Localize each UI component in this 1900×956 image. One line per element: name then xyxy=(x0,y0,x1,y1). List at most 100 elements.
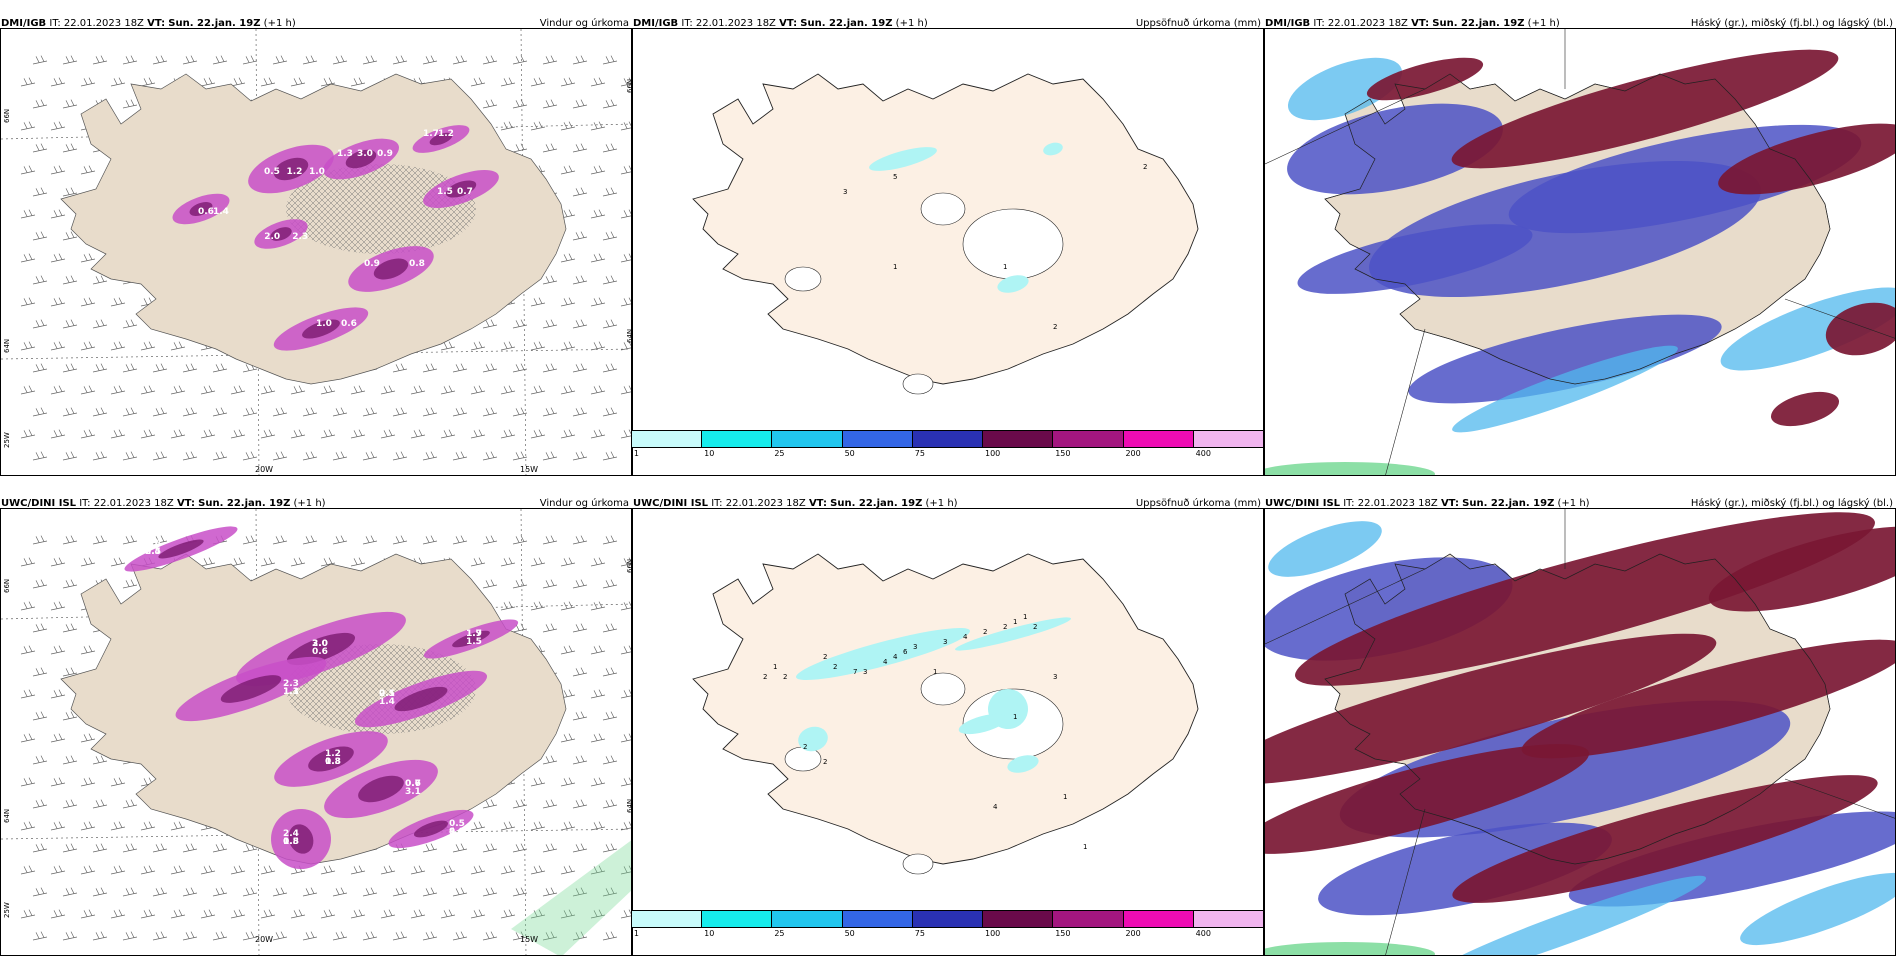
wind-barb xyxy=(500,865,516,875)
colorbar-tick-label: 10 xyxy=(704,449,715,458)
wind-barb xyxy=(560,733,576,743)
colorbar-tick-label: 150 xyxy=(1055,929,1071,938)
wind-barb xyxy=(50,429,66,439)
wind-barb xyxy=(50,297,66,307)
wind-barb xyxy=(290,429,306,439)
lat-label-66n: 66N xyxy=(626,558,634,573)
wind-barb xyxy=(260,429,276,439)
colorbar-segment xyxy=(1053,431,1124,447)
wind-barb xyxy=(440,429,456,439)
precip-value-label: 0.6 xyxy=(312,647,328,657)
wind-barb xyxy=(62,535,78,545)
precip-amount-label: 2 xyxy=(783,673,787,681)
wind-barb xyxy=(32,275,48,285)
wind-barb xyxy=(602,451,618,461)
vt-value: Sun. 22.jan. 19Z xyxy=(168,18,261,29)
precip-value-label: 1.7 xyxy=(423,129,439,139)
vt-value: Sun. 22.jan. 19Z xyxy=(198,498,291,509)
wind-barb xyxy=(620,77,631,87)
wind-barb xyxy=(362,887,378,897)
wind-barb xyxy=(602,275,618,285)
wind-barb xyxy=(110,557,126,567)
wind-barb xyxy=(32,887,48,897)
wind-barb xyxy=(530,121,546,131)
high-cloud xyxy=(1366,57,1484,101)
iceland-land xyxy=(692,553,1199,865)
wind-barb xyxy=(620,601,631,611)
wind-barb xyxy=(62,143,78,153)
precip-core xyxy=(445,180,477,198)
wind-barb xyxy=(242,931,258,941)
wind-barb xyxy=(260,385,276,395)
wind-barb xyxy=(32,363,48,373)
wind-barb xyxy=(482,931,498,941)
wind-barb xyxy=(62,231,78,241)
wind-barb xyxy=(620,341,631,351)
wind-barb xyxy=(80,253,96,263)
wind-barb xyxy=(482,55,498,65)
wind-barb xyxy=(542,579,558,589)
vt-value: Sun. 22.jan. 19Z xyxy=(1462,498,1555,509)
wind-barb xyxy=(50,777,66,787)
wind-barb xyxy=(572,143,588,153)
lead-time: (+1 h) xyxy=(925,498,958,509)
cloud-map xyxy=(1265,509,1895,955)
wind-barb xyxy=(602,319,618,329)
lead-time: (+1 h) xyxy=(1557,498,1590,509)
wind-barb xyxy=(602,711,618,721)
precip-amount-label: 2 xyxy=(823,758,827,766)
wind-barb xyxy=(542,887,558,897)
precip-amount-label: 1 xyxy=(893,263,897,271)
wind-barb xyxy=(140,909,156,919)
high-cloud xyxy=(1770,391,1840,427)
map-frame: 3 5 1 1 2 2 xyxy=(632,28,1264,476)
wind-barb xyxy=(182,843,198,853)
wind-barb xyxy=(92,319,108,329)
colorbar-segment xyxy=(1193,431,1264,447)
precip-core xyxy=(413,820,449,838)
precip-amount-label: 2 xyxy=(833,663,837,671)
wind-barb xyxy=(392,887,408,897)
precip-patch xyxy=(1043,142,1063,156)
wind-barb xyxy=(20,865,36,875)
wind-barb xyxy=(482,887,498,897)
precip-amount-label: 3 xyxy=(863,668,867,676)
wind-barb xyxy=(602,143,618,153)
precip-value-label: 9.9 xyxy=(449,827,465,837)
wind-barb xyxy=(620,121,631,131)
wind-barb xyxy=(602,579,618,589)
wind-barb xyxy=(452,363,468,373)
wind-barb xyxy=(62,451,78,461)
wind-barb xyxy=(50,909,66,919)
wind-barb xyxy=(392,363,408,373)
panel-title: Uppsöfnuð úrkoma (mm) xyxy=(1135,18,1261,29)
wind-barb xyxy=(152,535,168,545)
wind-barb xyxy=(110,341,126,351)
wind-barb xyxy=(620,733,631,743)
precip-amount-label: 6 xyxy=(903,648,908,656)
wind-barb xyxy=(122,319,138,329)
model-name: DMI/IGB xyxy=(1265,18,1311,29)
precip-core xyxy=(394,686,448,712)
precip-value-label: 0.6 xyxy=(405,779,421,789)
wind-barb xyxy=(332,535,348,545)
grid-line xyxy=(1784,778,1895,819)
glacier-area xyxy=(902,853,934,875)
colorbar-tick-label: 10 xyxy=(704,929,715,938)
colorbar-segment xyxy=(842,911,913,927)
precip-value-label: 0.8 xyxy=(325,757,341,767)
panel-title: Uppsöfnuð úrkoma (mm) xyxy=(1135,498,1261,509)
wind-barb xyxy=(50,341,66,351)
precip-core xyxy=(158,539,204,559)
wind-barb xyxy=(62,275,78,285)
wind-barb xyxy=(422,535,438,545)
colorbar-tick-label: 1 xyxy=(633,449,639,458)
wind-barb xyxy=(470,557,486,567)
colorbar-tick-label: 200 xyxy=(1125,449,1141,458)
wind-map: 0.5 3.0 1.4 0.9 0.7 0.6 2.0 1.2 1.0 1.3 0.6 0.8 1.5 1… xyxy=(1,29,631,475)
precip-value-label: 2.1 xyxy=(379,689,395,699)
wind-barb xyxy=(32,579,48,589)
precip-value-label: 1.9 xyxy=(466,629,482,639)
precip-amount-label: 1 xyxy=(773,663,777,671)
